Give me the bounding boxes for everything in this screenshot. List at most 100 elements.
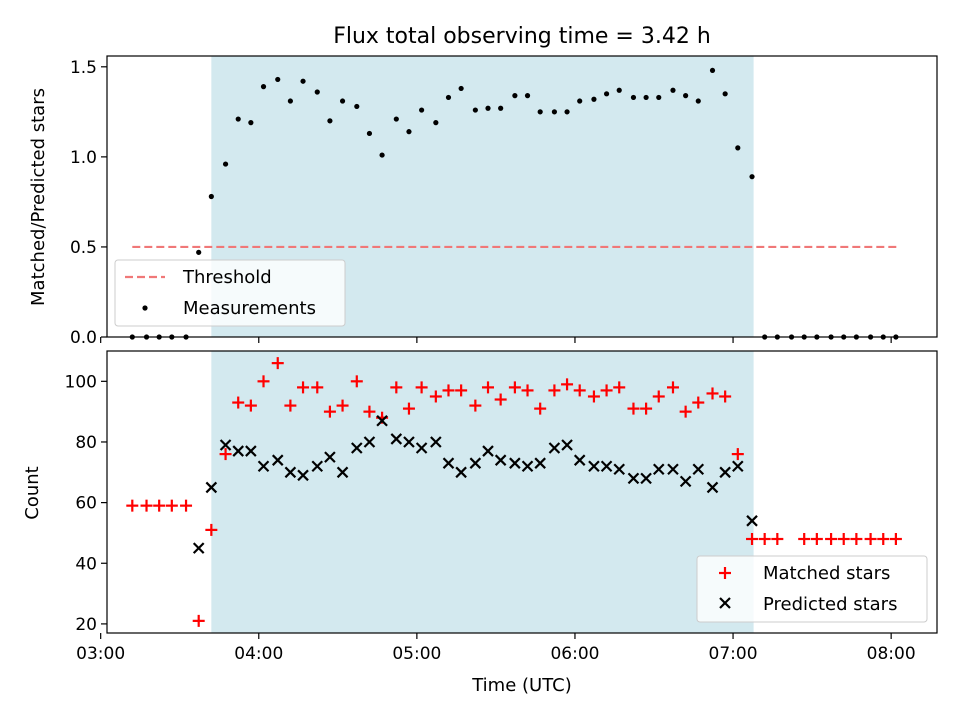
measurements-point — [339, 98, 346, 104]
y-tick-label: 1.5 — [70, 58, 97, 78]
measurements-point — [300, 78, 306, 84]
matched-stars-point — [508, 381, 521, 394]
matched-stars-point — [640, 402, 653, 415]
y-tick-label: 0.0 — [70, 328, 97, 348]
matched-stars-point — [257, 375, 270, 388]
predicted-stars-point — [324, 451, 336, 463]
measurements-point — [287, 98, 293, 104]
predicted-stars-point — [403, 436, 415, 448]
y-tick-label: 100 — [65, 372, 97, 392]
predicted-stars-point — [232, 445, 244, 457]
measurements-point — [275, 76, 281, 83]
matched-stars-point — [692, 396, 705, 409]
matched-stars-point — [180, 499, 193, 512]
measurements-point — [498, 105, 504, 111]
matched-stars-point — [561, 378, 574, 391]
legend-measurements-label: Measurements — [183, 298, 316, 319]
measurements-point — [445, 94, 452, 101]
x-tick-label: 03:00 — [76, 644, 125, 664]
predicted-stars-point — [494, 454, 507, 466]
measurements-point — [354, 103, 360, 110]
bottom-x-axis-ticks: 03:00 04:00 05:00 06:00 07:00 08:00 — [76, 633, 916, 664]
matched-stars-point — [534, 402, 547, 415]
matched-stars-point — [613, 381, 626, 394]
bottom-y-axis-label: Count — [22, 466, 43, 519]
matched-stars-point — [706, 387, 719, 400]
measurements-point — [512, 93, 518, 99]
predicted-stars-point — [363, 436, 376, 448]
predicted-stars-point — [534, 457, 546, 469]
measurements-point — [393, 116, 399, 122]
matched-stars-point — [889, 533, 902, 545]
matched-stars-point — [652, 390, 665, 403]
matched-stars-point — [548, 384, 561, 397]
measurements-point — [379, 152, 385, 158]
measurements-point — [524, 93, 531, 99]
measurements-point — [564, 109, 570, 115]
top-x-axis-ticks — [100, 337, 892, 343]
bottom-legend: Matched stars Predicted stars — [696, 555, 928, 623]
matched-stars-point — [271, 357, 284, 370]
matched-stars-point — [390, 381, 403, 394]
predicted-stars-point — [600, 460, 613, 473]
top-panel: 0.0 0.5 1.0 1.5 Matched/Predicted stars Thr… — [28, 55, 938, 348]
measurements-point — [406, 129, 412, 135]
predicted-stars-point — [588, 460, 600, 473]
matched-stars-point — [244, 399, 257, 412]
top-legend: Threshold Measurements — [114, 259, 346, 327]
bottom-legend-box — [696, 555, 928, 623]
predicted-stars-point — [679, 475, 692, 488]
predicted-stars-point — [719, 466, 731, 479]
matched-stars-point — [469, 399, 482, 412]
predicted-stars-point — [311, 460, 324, 473]
measurements-point — [208, 193, 214, 200]
measurements-point — [419, 107, 425, 113]
predicted-stars-point — [297, 469, 309, 482]
y-tick-label: 0.5 — [70, 238, 97, 258]
predicted-stars-point — [613, 463, 626, 476]
predicted-stars-point — [561, 439, 573, 451]
matched-stars-point — [798, 533, 811, 545]
matched-stars-point — [771, 533, 784, 545]
predicted-stars-point — [469, 457, 482, 469]
matched-stars-point — [192, 614, 205, 627]
matched-stars-point — [494, 393, 507, 406]
predicted-stars-point — [336, 466, 349, 479]
predicted-stars-point — [732, 460, 744, 473]
measurements-point — [683, 93, 689, 99]
measurements-point — [709, 67, 716, 74]
top-legend-box — [114, 259, 346, 327]
predicted-stars-point — [205, 481, 218, 494]
predicted-stars-point — [245, 445, 257, 457]
predicted-stars-point — [455, 466, 467, 479]
matched-stars-point — [429, 390, 442, 403]
matched-stars-point — [482, 381, 495, 394]
predicted-stars-point — [284, 466, 297, 479]
measurements-point — [472, 107, 478, 113]
matched-stars-point — [323, 405, 336, 418]
measurements-point — [314, 89, 320, 95]
legend-matched-label: Matched stars — [763, 563, 890, 584]
matched-stars-point — [877, 533, 890, 545]
matched-stars-point — [140, 499, 153, 512]
y-tick-label: 1.0 — [70, 148, 97, 168]
matched-stars-point — [363, 405, 376, 418]
matched-stars-point — [311, 381, 324, 394]
y-tick-label: 80 — [75, 433, 97, 453]
measurements-point — [630, 94, 637, 101]
bottom-plot-series — [126, 357, 902, 627]
predicted-stars-point — [415, 442, 428, 454]
measurements-point — [656, 94, 662, 101]
matched-stars-point — [336, 399, 349, 412]
matched-stars-point — [442, 384, 455, 397]
matched-stars-point — [837, 533, 850, 545]
measurements-point — [591, 96, 597, 102]
measurements-point — [735, 145, 741, 151]
matched-stars-point — [864, 533, 877, 545]
x-axis-label: Time (UTC) — [471, 675, 572, 696]
x-tick-label: 07:00 — [709, 644, 758, 664]
measurements-point — [222, 161, 229, 167]
measurements-point — [458, 85, 464, 92]
matched-stars-point — [415, 381, 428, 394]
